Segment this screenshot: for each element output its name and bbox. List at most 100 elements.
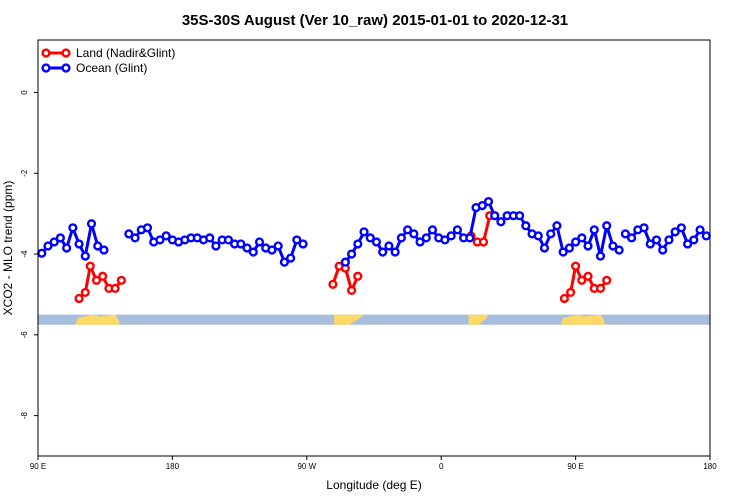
land-nadir-glint-point — [595, 283, 606, 293]
ocean-glint-point — [533, 231, 543, 241]
ocean-glint-point — [390, 247, 400, 257]
ocean-glint-point — [403, 225, 413, 235]
ocean-glint-point — [86, 219, 97, 229]
ocean-glint-point — [211, 241, 221, 251]
legend-marker — [61, 63, 71, 73]
australia-land-2 — [560, 314, 606, 325]
ocean-glint-point — [595, 251, 606, 261]
ocean-glint-point — [365, 233, 375, 243]
ocean-glint-point — [62, 243, 72, 253]
ocean-glint-point — [614, 245, 624, 255]
ocean-glint-point — [626, 233, 637, 243]
y-tick-label: -8 — [20, 412, 29, 420]
ocean-glint-point — [701, 231, 711, 241]
ocean-glint-point — [421, 233, 431, 243]
ocean-glint-point — [552, 221, 562, 231]
ocean-glint-point — [93, 241, 103, 251]
ocean-glint-point — [514, 211, 525, 221]
africa-land — [468, 314, 489, 325]
ocean-glint-point — [651, 235, 662, 245]
ocean-glint-point — [570, 237, 581, 247]
ocean-glint-point — [583, 241, 593, 251]
ocean-glint-point — [205, 233, 215, 243]
land-nadir-glint-point — [570, 261, 581, 271]
ocean-glint-point — [68, 223, 78, 233]
ocean-glint-point — [546, 229, 556, 239]
ocean-glint-point — [496, 217, 506, 227]
ocean-glint-point — [254, 237, 265, 247]
legend-label-land-nadir-glint: Land (Nadir&Glint) — [76, 46, 175, 60]
x-tick-label: 90 W — [297, 462, 316, 471]
ocean-glint-point — [286, 253, 296, 263]
ocean-glint-point — [142, 223, 153, 233]
ocean-glint-point — [664, 235, 674, 245]
ocean-glint-point — [670, 227, 680, 237]
chart-title: 35S-30S August (Ver 10_raw) 2015-01-01 t… — [182, 12, 568, 29]
ocean-glint-point — [359, 227, 369, 237]
y-tick-label: 0 — [20, 90, 29, 95]
south-america-land — [334, 314, 365, 325]
ocean-glint-point — [490, 211, 500, 221]
land-nadir-glint-point — [74, 293, 84, 304]
plot-series — [37, 196, 711, 304]
ocean-band — [38, 314, 710, 325]
x-tick-label: 180 — [703, 462, 717, 471]
ocean-glint-point — [43, 241, 53, 251]
ocean-glint-point — [477, 200, 487, 211]
ocean-glint-point — [577, 233, 587, 243]
ocean-glint-point — [279, 257, 290, 267]
land-nadir-glint-point — [80, 287, 90, 298]
ocean-glint-point — [55, 233, 66, 243]
ocean-glint-point — [602, 221, 612, 231]
legend-marker — [41, 48, 51, 58]
y-tick-label: -4 — [20, 250, 29, 258]
land-nadir-glint-point — [110, 283, 120, 293]
ocean-glint-point — [695, 225, 705, 235]
land-nadir-glint-point — [91, 275, 102, 285]
ocean-glint-point — [292, 235, 302, 245]
ocean-glint-point — [658, 245, 668, 255]
ocean-glint-point — [446, 231, 456, 241]
ocean-glint-point — [682, 239, 693, 249]
ocean-glint-point — [608, 241, 618, 251]
land-nadir-glint-point — [602, 275, 612, 285]
land-nadir-glint-point — [559, 293, 570, 304]
ocean-glint-point — [248, 247, 258, 257]
ocean-glint-point — [465, 233, 475, 243]
land-nadir-glint-point — [116, 275, 126, 285]
ocean-glint-point — [80, 251, 90, 261]
legend-label-ocean-glint: Ocean (Glint) — [76, 61, 147, 75]
ocean-glint-point — [223, 235, 234, 245]
ocean-glint-point — [676, 223, 686, 233]
x-tick-label: 0 — [439, 462, 444, 471]
land-nadir-glint-point — [353, 271, 363, 281]
ocean-glint-point — [427, 225, 438, 235]
ocean-glint-point — [74, 239, 84, 249]
ocean-glint-point — [371, 237, 382, 247]
ocean-glint-point — [378, 247, 388, 257]
x-tick-label: 90 E — [567, 462, 583, 471]
land-nadir-glint-point — [98, 271, 108, 281]
ocean-glint-point — [340, 257, 350, 267]
ocean-glint-point — [353, 239, 363, 249]
x-tick-label: 90 E — [30, 462, 46, 471]
legend-marker — [41, 63, 51, 73]
land-nadir-glint-point — [577, 275, 587, 285]
ocean-glint-point — [37, 248, 47, 258]
ocean-glint-point — [564, 243, 574, 253]
ocean-glint-point — [161, 231, 171, 241]
australia-land — [75, 314, 121, 325]
ocean-glint-point — [521, 221, 531, 231]
ocean-glint-point — [298, 239, 308, 249]
axes: 90 E 180 90 W 0 90 E 180 0 -2 -4 -6 -8 — [20, 90, 717, 471]
ocean-glint-point — [409, 229, 419, 239]
x-axis-label: Longitude (deg E) — [326, 478, 421, 492]
ocean-glint-point — [99, 245, 109, 255]
ocean-glint-point — [130, 233, 140, 243]
map-band — [38, 314, 710, 325]
plot-frame — [37, 39, 711, 457]
ocean-glint-point — [49, 237, 59, 247]
ocean-glint-point — [396, 233, 406, 243]
ocean-glint-point — [267, 245, 277, 255]
ocean-glint-point — [639, 223, 649, 233]
